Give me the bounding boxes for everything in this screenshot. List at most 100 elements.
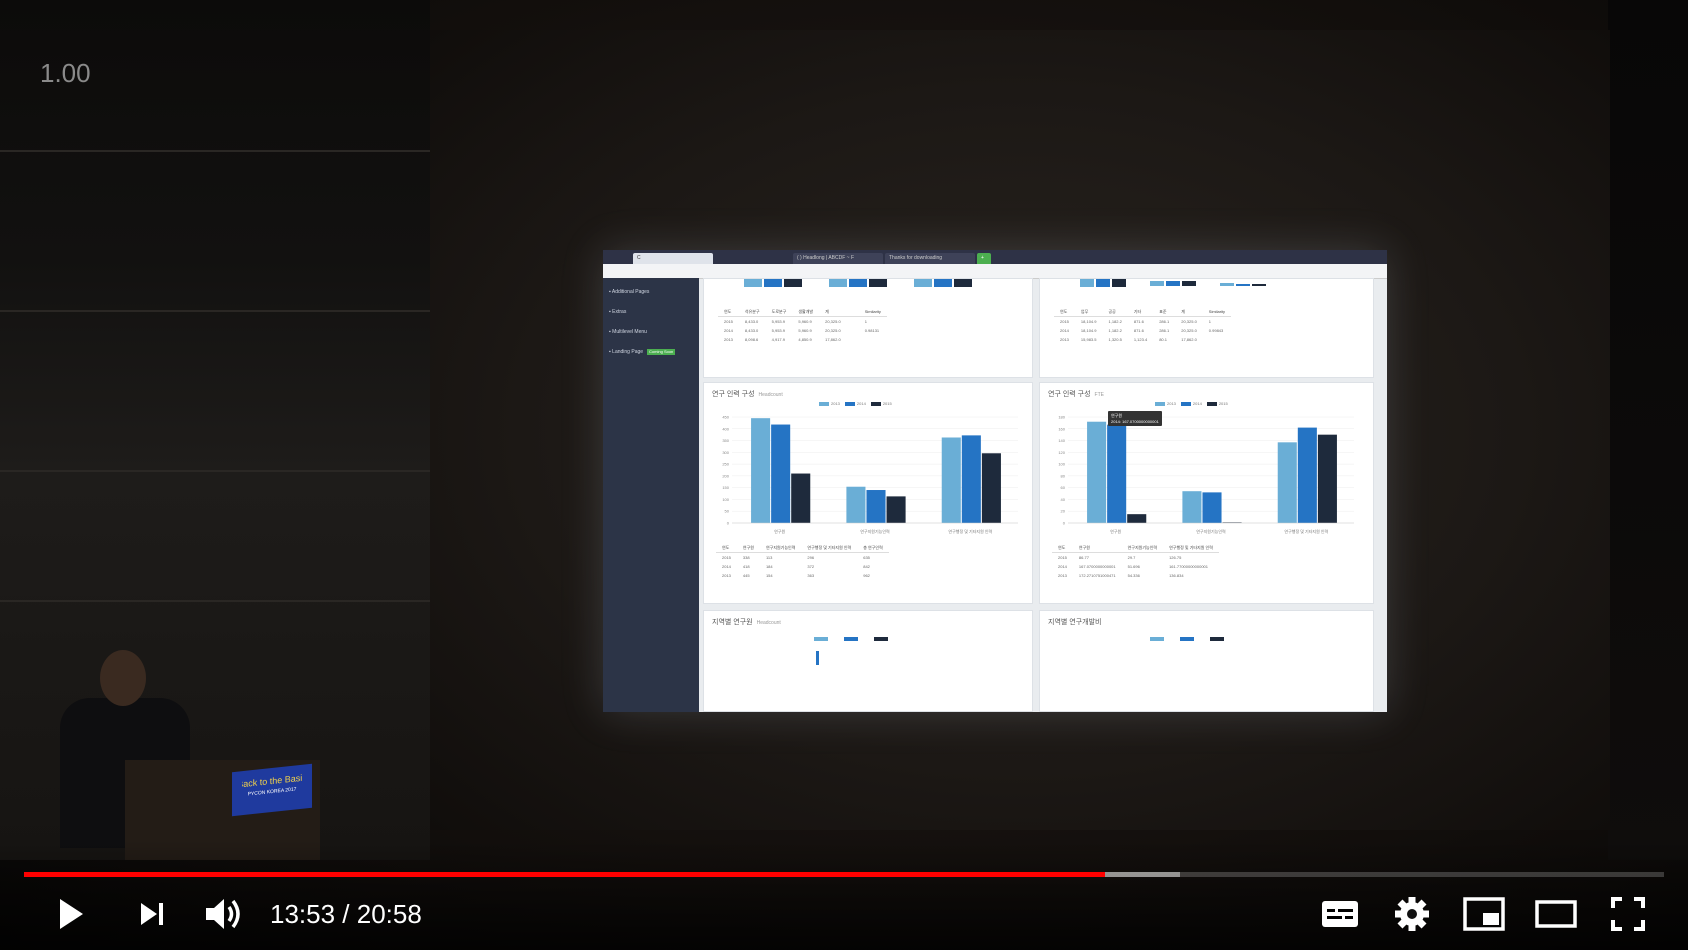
top-left-table: 연도 석유분구 도로분구 생활개발 계 Similarity 2015 8,433.0 5,95… xyxy=(718,307,887,344)
time-display: 13:53 / 20:58 xyxy=(270,896,422,932)
legend-swatch xyxy=(1155,401,1165,406)
play-button[interactable] xyxy=(44,892,96,936)
browser-tab: C xyxy=(633,253,713,264)
subtitles-icon xyxy=(1322,901,1358,927)
volume-button[interactable] xyxy=(196,892,252,936)
podium-sign: Back to the Basic PYCON KOREA 2017 xyxy=(232,763,312,817)
browser-tab: Thanks for downloading xyxy=(885,253,975,264)
subtitles-button[interactable] xyxy=(1314,892,1366,936)
table-header: 연구행정 및 기타지원 인력 xyxy=(1163,543,1219,553)
x-tick-label: 연구원 xyxy=(774,528,785,534)
progress-bar[interactable] xyxy=(24,872,1664,877)
sidebar-item-additional-pages: ▪ Additional Pages xyxy=(609,289,650,295)
table-cell: 172.2710751000471 xyxy=(1078,573,1116,578)
table-header: 표준 xyxy=(1153,307,1176,317)
bar xyxy=(981,453,1001,523)
x-tick-label: 연구지원기능인력 xyxy=(860,528,890,534)
table-cell: 2015 xyxy=(1058,555,1067,560)
table-cell xyxy=(847,335,859,344)
panel-title-text: 연구 인력 구성 xyxy=(712,391,755,398)
table-cell: 363 xyxy=(807,573,815,578)
legend-label: 2014 xyxy=(856,401,866,406)
legend-swatch xyxy=(1180,401,1191,406)
table-cell: 2015 xyxy=(722,555,731,560)
table-cell: 20,325.0 xyxy=(825,319,841,324)
table-cell: 296 xyxy=(807,555,815,560)
panel-title-text: 지역별 연구원 xyxy=(712,619,753,626)
fte-chart-panel: 연구 인력 구성 FTE 2013 2014 2015 0 20 40 60 80 100 120… xyxy=(1039,382,1374,604)
y-tick-label: 0 xyxy=(1063,521,1066,526)
table-header: 연도 xyxy=(718,307,739,317)
table-cell: 5,953.9 xyxy=(771,328,785,333)
y-tick-label: 200 xyxy=(722,473,729,478)
table-cell: 338 xyxy=(742,555,750,560)
legend-swatch xyxy=(844,401,855,406)
y-tick-label: 100 xyxy=(1058,462,1065,467)
y-tick-label: 160 xyxy=(1058,426,1065,431)
bar xyxy=(1127,514,1147,523)
table-header: 연도 xyxy=(1054,307,1075,317)
table-header: 업무 xyxy=(1074,307,1103,317)
bar xyxy=(961,435,981,523)
y-tick-label: 20 xyxy=(1061,509,1066,514)
play-icon xyxy=(60,899,83,929)
projected-slide: C ( ) Headlong | ABCDF ~ F Thanks for do… xyxy=(603,250,1387,712)
y-tick-label: 400 xyxy=(722,426,729,431)
table-row: 2014 167.0700000000001 51.696 161.770000000… xyxy=(1052,562,1219,571)
bar xyxy=(1317,434,1337,523)
table-header: 연구원 xyxy=(736,543,760,553)
table-cell: 54.336 xyxy=(1127,573,1140,578)
next-button[interactable] xyxy=(126,892,178,936)
legend-label: 2015 xyxy=(882,401,892,406)
bar xyxy=(1182,491,1202,523)
headcount-table: 연도 연구원 연구지원기능인력 연구행정 및 기타지원 인력 총 연구인력 2015 338… xyxy=(716,543,889,580)
table-header-row: 연도 연구원 연구지원기능인력 연구행정 및 기타지원 인력 xyxy=(1052,543,1219,553)
table-header: Similarity xyxy=(858,307,887,317)
top-right-panel: 연도 업무 공공 기타 표준 계 Similarity 2015 18,104.9 1,182.2… xyxy=(1039,278,1374,378)
bar xyxy=(771,424,791,523)
tooltip-value: 2014: 167.0700000000001 xyxy=(1111,419,1159,424)
new-tab-button: + xyxy=(977,253,991,264)
chart-tooltip: 연구원 2014: 167.0700000000001 xyxy=(1108,411,1162,426)
panel-title: 지역별 연구개발비 xyxy=(1048,617,1101,627)
fullscreen-button[interactable] xyxy=(1602,892,1654,936)
regional-rnd-cost-panel: 지역별 연구개발비 xyxy=(1039,610,1374,712)
table-cell: 2013 xyxy=(724,337,733,342)
tooltip-series: 연구원 xyxy=(1111,413,1123,418)
theater-icon xyxy=(1535,900,1577,928)
panel-title: 연구 인력 구성 Headcount xyxy=(712,389,783,399)
miniplayer-button[interactable] xyxy=(1458,892,1510,936)
table-cell: 2014 xyxy=(724,328,733,333)
table-cell: 445 xyxy=(742,573,750,578)
table-header-row: 연도 업무 공공 기타 표준 계 Similarity xyxy=(1054,307,1232,317)
table-cell: 18,104.9 xyxy=(1080,328,1097,333)
table-cell: 372 xyxy=(807,564,815,569)
y-tick-label: 150 xyxy=(722,485,729,490)
chart-legend: 2013 2014 2015 xyxy=(1150,401,1228,406)
table-cell: 418 xyxy=(742,564,750,569)
table-cell: 8,098.6 xyxy=(744,337,759,342)
table-cell: 51.696 xyxy=(1127,564,1140,569)
playback-speed-overlay: 1.00 xyxy=(40,58,91,88)
x-tick-label: 연구원 xyxy=(1110,528,1121,534)
speaker-head xyxy=(100,650,146,706)
table-cell: 5,960.9 xyxy=(798,319,812,324)
y-tick-label: 120 xyxy=(1058,450,1065,455)
bar xyxy=(1277,442,1297,523)
table-cell: 136.834 xyxy=(1169,573,1184,578)
table-cell: 17,862.0 xyxy=(825,337,841,342)
table-cell: 962 xyxy=(863,573,870,578)
table-header: 연도 xyxy=(1052,543,1073,553)
table-row: 2014 18,104.9 1,182.2 871.6 286.1 20,325.0 0.9… xyxy=(1054,326,1231,335)
table-cell: 86.77 xyxy=(1078,555,1089,560)
table-cell: 113 xyxy=(765,555,773,560)
wall-divider xyxy=(0,470,430,472)
settings-button[interactable] xyxy=(1386,892,1438,936)
sidebar-item-label: Extras xyxy=(612,309,627,315)
table-cell: 871.6 xyxy=(1133,319,1144,324)
table-cell: 1,320.5 xyxy=(1108,337,1122,342)
theater-mode-button[interactable] xyxy=(1530,892,1582,936)
legend-label: 2013 xyxy=(1167,401,1176,406)
